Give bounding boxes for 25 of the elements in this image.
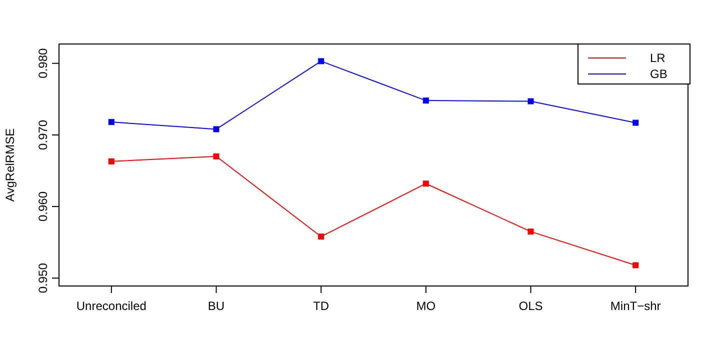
point: [213, 153, 220, 160]
x-tick-label: OLS: [518, 299, 543, 313]
x-tick-label: MinT−shr: [610, 299, 661, 313]
point: [318, 234, 324, 240]
y-tick-label: 0.980: [36, 48, 50, 78]
point: [528, 98, 534, 104]
point: [422, 98, 429, 104]
point: [528, 228, 534, 235]
y-tick-label: 0.970: [36, 120, 50, 150]
point: [632, 262, 639, 268]
x-tick-label: MO: [416, 299, 436, 313]
y-tick-label: 0.950: [36, 262, 50, 294]
x-tick-label: Unreconciled: [76, 299, 146, 313]
legend-label: LR: [650, 51, 666, 65]
point: [108, 119, 114, 126]
point: [318, 58, 324, 64]
y-tick-label: 0.960: [36, 191, 50, 222]
legend-label: GB: [650, 67, 668, 81]
x-tick-label: TD: [313, 299, 330, 313]
x-tick-label: BU: [208, 299, 225, 313]
point: [422, 180, 429, 187]
point: [108, 158, 114, 164]
point: [632, 120, 639, 126]
point: [213, 126, 220, 132]
y-axis-title: AvgRelRMSE: [3, 128, 17, 202]
